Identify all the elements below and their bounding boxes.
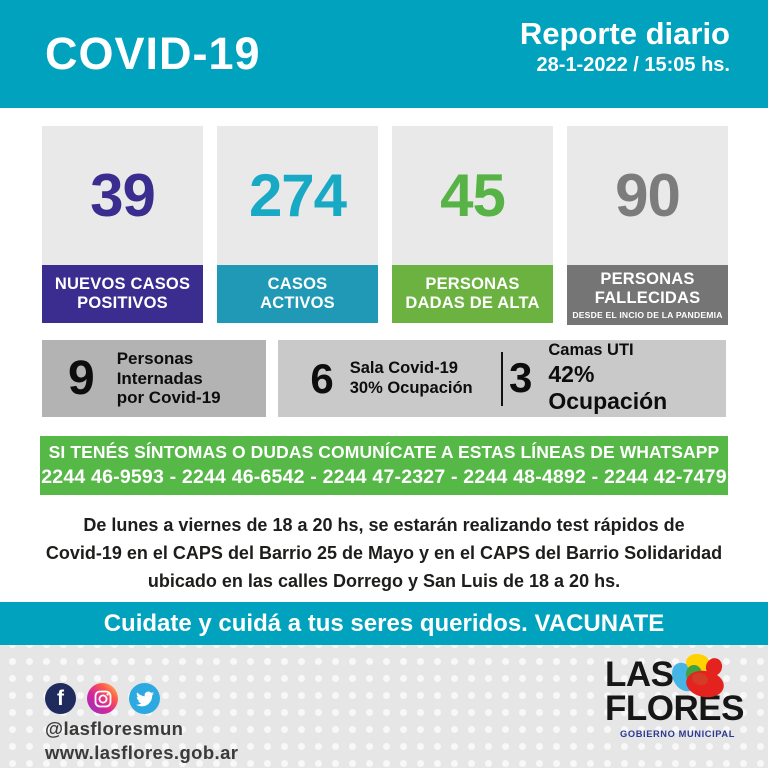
vertical-divider: [501, 351, 503, 406]
camas-uti-value: 3: [509, 354, 533, 402]
twitter-icon: [129, 683, 160, 714]
whatsapp-banner: SI TENÉS SÍNTOMAS O DUDAS COMUNÍCATE A E…: [40, 436, 728, 495]
testing-notice-line: De lunes a viernes de 18 a 20 hs, se est…: [83, 515, 685, 535]
report-datetime: 28-1-2022 / 15:05 hs.: [536, 54, 730, 77]
logo-text-flores: FLORES: [605, 689, 744, 729]
stat-card-fallecidas: 90 PERSONAS FALLECIDAS DESDE EL INCIO DE…: [567, 126, 728, 325]
social-handle: @lasfloresmun: [45, 718, 184, 739]
stat-label: NUEVOS CASOS POSITIVOS: [54, 275, 191, 312]
stat-card-band: CASOS ACTIVOS: [217, 265, 378, 323]
logo-text-las: LAS: [605, 655, 674, 694]
stat-card-band: NUEVOS CASOS POSITIVOS: [42, 265, 203, 323]
sala-covid-ocupacion: 30% Ocupación: [349, 378, 473, 397]
stat-card-band: PERSONAS FALLECIDAS DESDE EL INCIO DE LA…: [567, 265, 728, 325]
social-icons-row: f: [45, 683, 160, 714]
stat-value: 90: [615, 162, 681, 229]
stat-value: 39: [90, 162, 156, 229]
internadas-label: Personas Internadas por Covid-19: [116, 349, 221, 408]
instagram-icon: [87, 683, 118, 714]
testing-notice: De lunes a viernes de 18 a 20 hs, se est…: [40, 512, 728, 596]
stat-card-body: 274: [217, 126, 378, 265]
report-info: Reporte diario 28-1-2022 / 15:05 hs.: [519, 16, 730, 77]
whatsapp-banner-title: SI TENÉS SÍNTOMAS O DUDAS COMUNÍCATE A E…: [48, 442, 720, 462]
stat-card-band: PERSONAS DADAS DE ALTA: [392, 265, 553, 323]
sala-covid-value: 6: [310, 354, 334, 402]
stat-label: PERSONAS DADAS DE ALTA: [405, 275, 540, 312]
stat-cards-row: 39 NUEVOS CASOS POSITIVOS 274 CASOS ACTI…: [42, 126, 728, 325]
stat-sublabel: DESDE EL INCIO DE LA PANDEMIA: [572, 309, 723, 320]
report-label: Reporte diario: [519, 16, 730, 51]
testing-notice-line: Covid-19 en el CAPS del Barrio 25 de May…: [45, 542, 723, 563]
stat-card-body: 45: [392, 126, 553, 265]
ocupacion-box: 6 Sala Covid-19 30% Ocupación 3 Camas UT…: [278, 340, 726, 417]
whatsapp-phone-numbers: 2244 46-9593 - 2244 46-6542 - 2244 47-23…: [41, 466, 727, 488]
stat-value: 274: [248, 162, 347, 229]
stat-label: CASOS ACTIVOS: [260, 275, 335, 312]
header-bar: COVID-19 Reporte diario 28-1-2022 / 15:0…: [0, 0, 768, 108]
internadas-box: 9 Personas Internadas por Covid-19: [42, 340, 266, 417]
facebook-icon: f: [45, 683, 76, 714]
sala-covid-label: Sala Covid-19: [349, 358, 458, 377]
stat-card-body: 90: [567, 126, 728, 265]
website-url: www.lasflores.gob.ar: [45, 742, 239, 763]
stat-card-casos-activos: 274 CASOS ACTIVOS: [217, 126, 378, 325]
page-title: COVID-19: [45, 28, 261, 79]
camas-uti-ocupacion: 42% Ocupación: [548, 360, 668, 415]
las-flores-logo: LAS FLORES GOBIERNO MUNICIPAL: [605, 653, 744, 740]
camas-uti-label: Camas UTI: [548, 341, 634, 359]
stat-card-nuevos-casos: 39 NUEVOS CASOS POSITIVOS: [42, 126, 203, 325]
dot-pattern-background: [0, 645, 768, 768]
stat-value: 45: [440, 162, 506, 229]
camas-uti-item: 3 Camas UTI 42% Ocupación: [509, 341, 716, 416]
internadas-value: 9: [68, 352, 95, 405]
stat-card-body: 39: [42, 126, 203, 265]
vacunate-banner: Cuidate y cuidá a tus seres queridos. VA…: [0, 602, 768, 645]
sala-covid-item: 6 Sala Covid-19 30% Ocupación: [288, 355, 495, 403]
logo-tagline: GOBIERNO MUNICIPAL: [620, 729, 735, 740]
stat-card-dadas-de-alta: 45 PERSONAS DADAS DE ALTA: [392, 126, 553, 325]
testing-notice-line: ubicado en las calles Dorrego y San Luis…: [147, 570, 621, 591]
facebook-glyph: f: [57, 686, 64, 710]
footer: f @lasfloresmun www.lasflores.gob.ar LAS: [0, 645, 768, 768]
stat-label: PERSONAS FALLECIDAS: [594, 270, 701, 307]
flower-logo-icon: [672, 653, 724, 698]
